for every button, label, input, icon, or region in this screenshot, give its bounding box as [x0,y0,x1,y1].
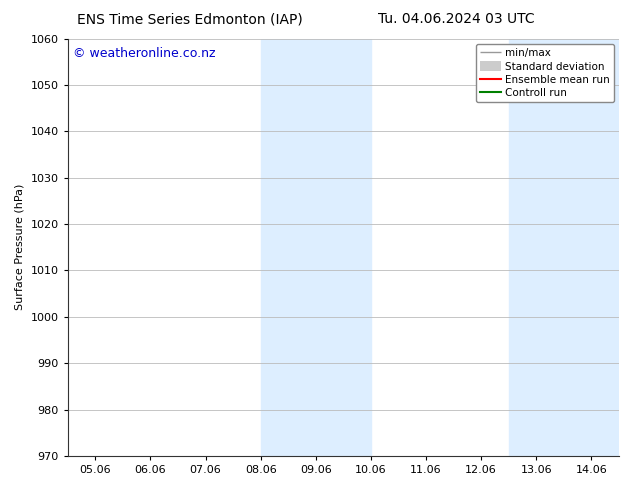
Text: Tu. 04.06.2024 03 UTC: Tu. 04.06.2024 03 UTC [378,12,535,26]
Legend: min/max, Standard deviation, Ensemble mean run, Controll run: min/max, Standard deviation, Ensemble me… [476,44,614,102]
Bar [508,39,619,456]
Text: ENS Time Series Edmonton (IAP): ENS Time Series Edmonton (IAP) [77,12,303,26]
Y-axis label: Surface Pressure (hPa): Surface Pressure (hPa) [15,184,25,311]
Bar [261,39,371,456]
Text: © weatheronline.co.nz: © weatheronline.co.nz [73,47,216,60]
